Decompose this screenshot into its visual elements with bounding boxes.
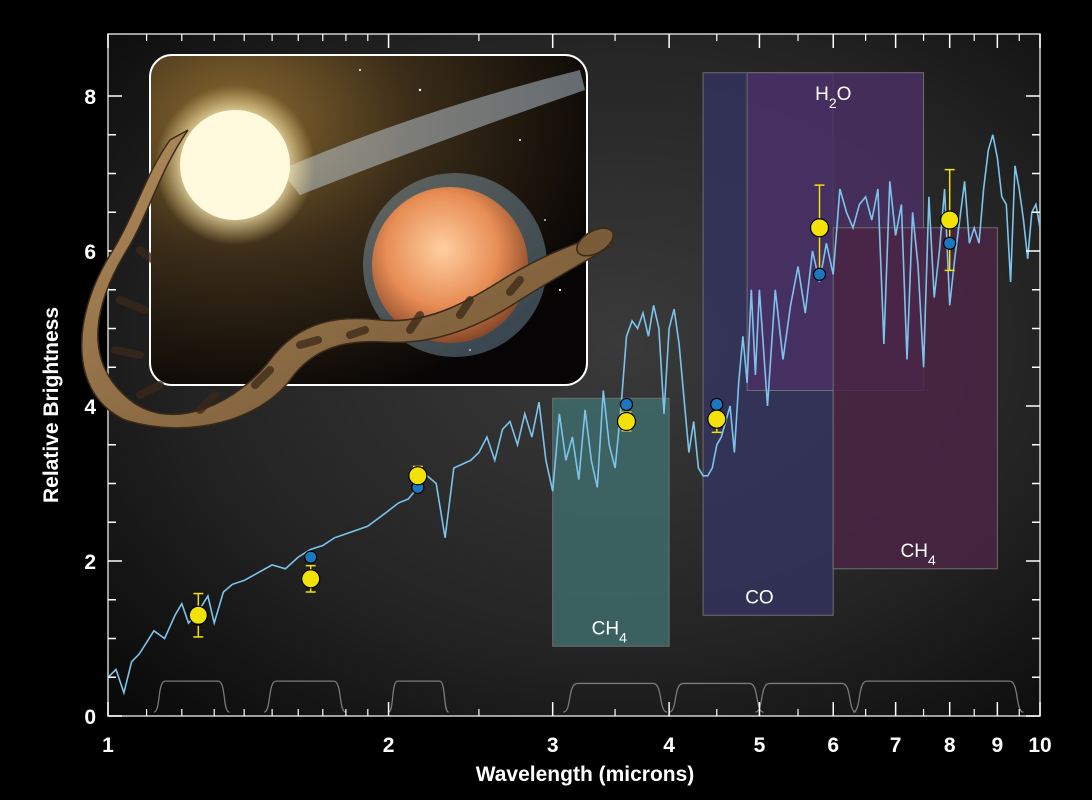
star-dot	[469, 349, 471, 351]
band-label: CO	[745, 588, 774, 609]
filter-curve	[852, 680, 1024, 713]
y-tick-label: 2	[84, 551, 96, 574]
snake-pattern	[111, 246, 524, 414]
star-dot	[519, 139, 521, 141]
y-tick-label: 4	[84, 396, 96, 419]
filter-curve	[668, 682, 764, 713]
star-dot	[558, 288, 562, 292]
x-tick-label: 8	[944, 734, 956, 757]
x-tick-label: 9	[992, 734, 1004, 757]
observed-point	[809, 218, 830, 238]
y-tick-label: 0	[84, 706, 96, 729]
model-point	[619, 397, 634, 412]
axis-ticks: 0 2 4 6 8 1 2 3 4 5 6 7 8 9 10	[84, 34, 1052, 757]
band-rect	[832, 227, 998, 570]
filter-curve	[263, 680, 347, 713]
y-axis-title: Relative Brightness	[40, 307, 63, 503]
y-tick-label: 8	[84, 86, 96, 109]
star-dot	[418, 88, 422, 92]
y-tick-label: 6	[84, 241, 96, 264]
x-axis-title: Wavelength (microns)	[476, 763, 695, 786]
x-tick-label: 7	[890, 734, 902, 757]
band-label: H2O	[815, 84, 851, 111]
x-tick-label: 6	[827, 734, 839, 757]
inset-illustration	[80, 54, 614, 429]
filter-curve	[563, 682, 668, 713]
band-rect	[552, 397, 670, 647]
filter-curve	[153, 680, 230, 713]
observed-point	[188, 605, 208, 625]
spectrum-line	[107, 134, 1041, 696]
band-label: CH4	[900, 541, 935, 568]
observed-point	[408, 466, 428, 486]
host-star-core	[180, 110, 290, 220]
filter-curves	[153, 680, 1024, 713]
absorption-bands: CH4 CO H2O CH4	[552, 72, 998, 647]
filter-curve	[387, 680, 450, 713]
star-dot	[359, 69, 361, 71]
comet-tail	[280, 70, 585, 195]
observed-point	[707, 409, 727, 429]
x-tick-label: 1	[102, 734, 114, 757]
x-tick-label: 5	[754, 734, 766, 757]
observed-point	[616, 411, 637, 432]
snake-head	[576, 227, 614, 257]
filter-curve	[755, 682, 857, 713]
snake-body	[80, 129, 614, 429]
x-tick-label: 4	[663, 734, 675, 757]
data-points	[188, 168, 960, 638]
x-tick-label: 3	[547, 734, 559, 757]
band-label: CH4	[592, 619, 627, 646]
observed-point	[301, 569, 321, 589]
model-point	[943, 236, 957, 250]
x-tick-label: 10	[1028, 734, 1051, 757]
star-dot	[544, 219, 546, 221]
model-point	[304, 550, 318, 564]
x-tick-label: 2	[383, 734, 395, 757]
model-point	[710, 397, 724, 412]
observed-point	[940, 210, 960, 230]
model-point	[812, 267, 827, 281]
